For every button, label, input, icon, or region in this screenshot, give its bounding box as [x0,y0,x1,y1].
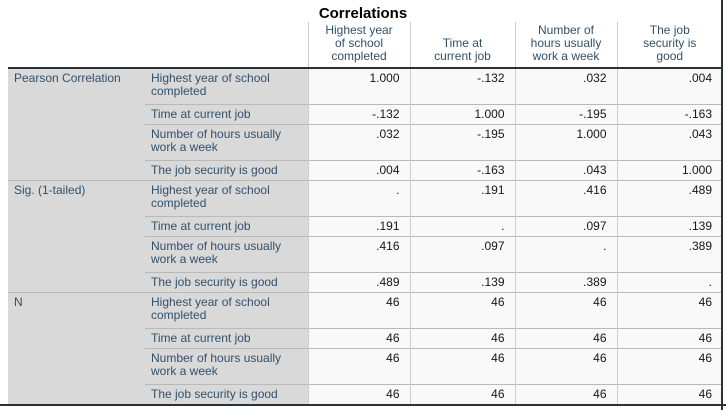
value-cell: .489 [307,271,410,292]
value-cell: -.195 [409,123,515,160]
table-row: Time at current job 46 46 46 46 [8,327,722,348]
table-row: Number of hours usually work a week 46 4… [8,347,722,384]
table-row: Number of hours usually work a week .032… [8,123,722,160]
table-row: The job security is good .489 .139 .389 … [8,271,722,292]
value-cell: 46 [616,383,722,404]
value-cell: 46 [616,347,722,384]
table-row: Number of hours usually work a week .416… [8,235,722,272]
row-label: Number of hours usually work a week [145,235,308,272]
row-label: The job security is good [145,159,308,180]
value-cell: 46 [616,291,722,328]
value-cell: 1.000 [514,123,617,160]
value-cell: .139 [616,215,722,236]
table-title: Correlations [318,5,408,22]
row-label: Time at current job [145,103,308,124]
value-cell: .139 [409,271,515,292]
table-row: The job security is good 46 46 46 46 [8,383,722,404]
value-cell: . [409,215,515,236]
value-cell: 46 [307,383,410,404]
value-cell: .416 [514,179,617,216]
value-cell: 46 [514,347,617,384]
value-cell: .416 [307,235,410,272]
column-header-row: Highest year of school completed Time at… [8,22,722,69]
row-label: Highest year of school completed [145,67,308,104]
value-cell: 46 [409,383,515,404]
table-row: The job security is good .004 -.163 .043… [8,159,722,180]
row-label: Highest year of school completed [145,291,308,328]
correlations-table: Highest year of school completed Time at… [8,22,722,404]
table-row: N Highest year of school completed 46 46… [8,291,722,404]
statistic-label-sig: Sig. (1-tailed) [8,179,145,292]
value-cell: .097 [409,235,515,272]
value-cell: 46 [409,327,515,348]
table-row: Sig. (1-tailed) Highest year of school c… [8,179,722,292]
row-label: Time at current job [145,215,308,236]
column-header-job-security: The job security is good [616,22,722,69]
value-cell: -.163 [409,159,515,180]
value-cell: .389 [514,271,617,292]
value-cell: -.132 [409,67,515,104]
row-label: Highest year of school completed [145,179,308,216]
value-cell: 46 [307,291,410,328]
value-cell: .097 [514,215,617,236]
table-row: Pearson Correlation Highest year of scho… [8,67,722,180]
correlations-table-wrap: Highest year of school completed Time at… [0,22,726,406]
statistic-label-pearson: Pearson Correlation [8,67,145,180]
row-label: The job security is good [145,271,308,292]
value-cell: . [514,235,617,272]
row-label: Number of hours usually work a week [145,347,308,384]
value-cell: 46 [514,383,617,404]
column-header-highest-year: Highest year of school completed [307,22,410,69]
value-cell: 46 [616,327,722,348]
column-header-hours-week: Number of hours usually work a week [514,22,617,69]
value-cell: .489 [616,179,722,216]
table-row: Time at current job -.132 1.000 -.195 -.… [8,103,722,124]
value-cell: .004 [616,67,722,104]
value-cell: 46 [307,347,410,384]
value-cell: 46 [409,347,515,384]
value-cell: 1.000 [307,67,410,104]
row-label: The job security is good [145,383,308,404]
table-row: Time at current job .191 . .097 .139 [8,215,722,236]
value-cell: 46 [514,291,617,328]
value-cell: .043 [514,159,617,180]
column-header-time-at-job: Time at current job [409,22,515,69]
value-cell: 46 [409,291,515,328]
value-cell: 46 [514,327,617,348]
value-cell: -.195 [514,103,617,124]
value-cell: .389 [616,235,722,272]
value-cell: . [307,179,410,216]
row-label: Time at current job [145,327,308,348]
value-cell: .004 [307,159,410,180]
value-cell: -.163 [616,103,722,124]
statistic-label-n: N [8,291,145,404]
value-cell: -.132 [307,103,410,124]
value-cell: .043 [616,123,722,160]
value-cell: .191 [409,179,515,216]
value-cell: 1.000 [616,159,722,180]
pane-right-edge [721,0,723,410]
value-cell: 46 [307,327,410,348]
header-corner-cell [8,22,308,69]
value-cell: . [616,271,722,292]
value-cell: 1.000 [409,103,515,124]
value-cell: .032 [307,123,410,160]
value-cell: .032 [514,67,617,104]
value-cell: .191 [307,215,410,236]
row-label: Number of hours usually work a week [145,123,308,160]
